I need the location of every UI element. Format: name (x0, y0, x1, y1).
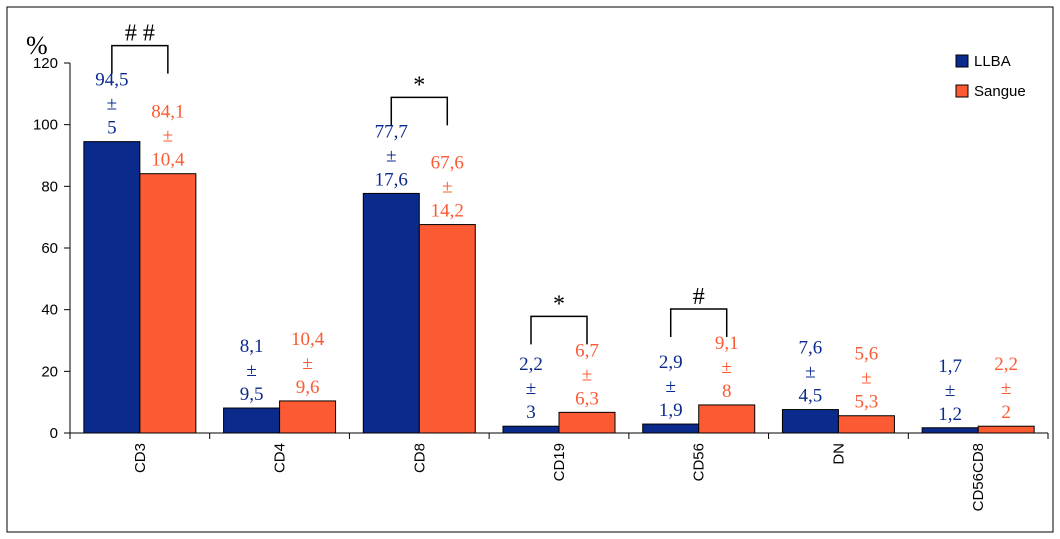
bar-llba-cd56 (642, 423, 700, 434)
data-label-sd: 4,5 (799, 386, 823, 407)
bars (83, 141, 1035, 434)
legend: LLBA Sangue (955, 53, 1026, 100)
data-label-mean: 1,7 (938, 356, 962, 377)
y-tick-label: 80 (41, 178, 58, 195)
data-label-pm: ± (526, 378, 536, 399)
x-category-label: DN (830, 443, 847, 465)
data-label-pm: ± (442, 177, 452, 198)
y-tick-label: 60 (41, 240, 58, 257)
data-label-pm: ± (945, 380, 955, 401)
bar-sangue-dn (837, 415, 895, 434)
data-label-mean: 6,7 (575, 340, 599, 361)
bar-sangue-cd3 (139, 173, 197, 434)
x-category-label: CD56CD8 (970, 443, 987, 511)
x-category-label: CD3 (132, 443, 149, 473)
data-label-pm: ± (246, 360, 256, 381)
data-label-sd: 3 (526, 402, 536, 423)
data-label-pm: ± (107, 94, 117, 115)
legend-label-sangue: Sangue (974, 83, 1026, 100)
data-label-mean: 2,2 (994, 354, 1018, 375)
legend-swatch-llba (955, 54, 969, 68)
y-tick-label: 0 (50, 425, 58, 442)
data-label-sd: 5,3 (855, 392, 879, 413)
data-labels: 5 ±94,5 9,5 ±8,1 17,6 ±77,7 3 ±2,2 1,9 ±2,9 4,5 ±7,… (95, 70, 1018, 425)
y-tick-label: 20 (41, 363, 58, 380)
significance-mark: * (413, 72, 425, 98)
data-label-pm: ± (386, 145, 396, 166)
data-label-mean: 5,6 (855, 344, 879, 365)
x-category-label: CD56 (691, 443, 708, 481)
data-label-mean: 67,6 (431, 153, 464, 174)
data-label-pm: ± (665, 376, 675, 397)
data-label-mean: 8,1 (240, 336, 264, 357)
data-label-mean: 10,4 (291, 329, 325, 350)
bar-llba-cd8 (362, 192, 420, 434)
data-label-mean: 2,2 (519, 354, 543, 375)
data-label-pm: ± (1001, 378, 1011, 399)
y-axis-unit-label: % (26, 31, 48, 60)
data-label-mean: 94,5 (95, 70, 128, 91)
data-label-pm: ± (721, 357, 731, 378)
x-category-label: CD19 (551, 443, 568, 481)
significance-mark: * (553, 291, 565, 317)
data-label-sd: 6,3 (575, 388, 599, 409)
data-label-sd: 9,5 (240, 384, 264, 405)
significance-brackets: # # * * # (111, 21, 728, 345)
y-tick-label: 40 (41, 302, 58, 319)
data-label-mean: 84,1 (151, 102, 184, 123)
significance-bracket (390, 96, 449, 126)
bar-llba-cd3 (83, 141, 141, 434)
bar-sangue-cd4 (279, 400, 337, 434)
data-label-mean: 7,6 (799, 338, 823, 359)
y-tick-label: 120 (33, 55, 58, 72)
significance-mark: # # (125, 21, 155, 47)
data-label-pm: ± (302, 353, 312, 374)
x-category-label: CD8 (411, 443, 428, 473)
data-label-mean: 2,9 (659, 352, 683, 373)
bar-sangue-cd56 (698, 404, 756, 434)
data-label-sd: 10,4 (151, 150, 185, 171)
significance-bracket (111, 44, 169, 74)
data-label-pm: ± (163, 126, 173, 147)
data-label-pm: ± (582, 364, 592, 385)
significance-bracket (669, 308, 728, 337)
bar-llba-cd56cd8 (921, 427, 979, 434)
y-tick-label: 100 (33, 117, 58, 134)
data-label-sd: 2 (1001, 402, 1011, 423)
data-label-pm: ± (805, 362, 815, 383)
bar-llba-cd19 (502, 425, 560, 434)
data-label-sd: 17,6 (375, 169, 408, 190)
significance-bracket (530, 315, 588, 345)
data-label-sd: 9,6 (296, 377, 320, 398)
bar-sangue-cd56cd8 (977, 425, 1035, 434)
bar-llba-dn (781, 409, 839, 434)
data-label-sd: 8 (722, 381, 732, 402)
data-label-mean: 77,7 (375, 121, 408, 142)
x-category-label: CD4 (272, 443, 289, 473)
bar-sangue-cd8 (418, 224, 476, 434)
data-label-sd: 5 (107, 118, 117, 139)
legend-swatch-sangue (955, 84, 969, 98)
legend-label-llba: LLBA (974, 53, 1011, 70)
bar-sangue-cd19 (558, 411, 616, 434)
bar-llba-cd4 (223, 407, 281, 434)
data-label-pm: ± (861, 368, 871, 389)
data-label-sd: 1,9 (659, 400, 683, 421)
significance-mark: # (693, 284, 705, 310)
data-label-sd: 14,2 (431, 201, 464, 222)
data-label-mean: 9,1 (715, 333, 739, 354)
data-label-sd: 1,2 (938, 404, 962, 425)
axes: 0 20 40 60 80 100 120 CD3 CD4 CD8 CD19 CD56 DN CD56CD… (33, 55, 1049, 511)
